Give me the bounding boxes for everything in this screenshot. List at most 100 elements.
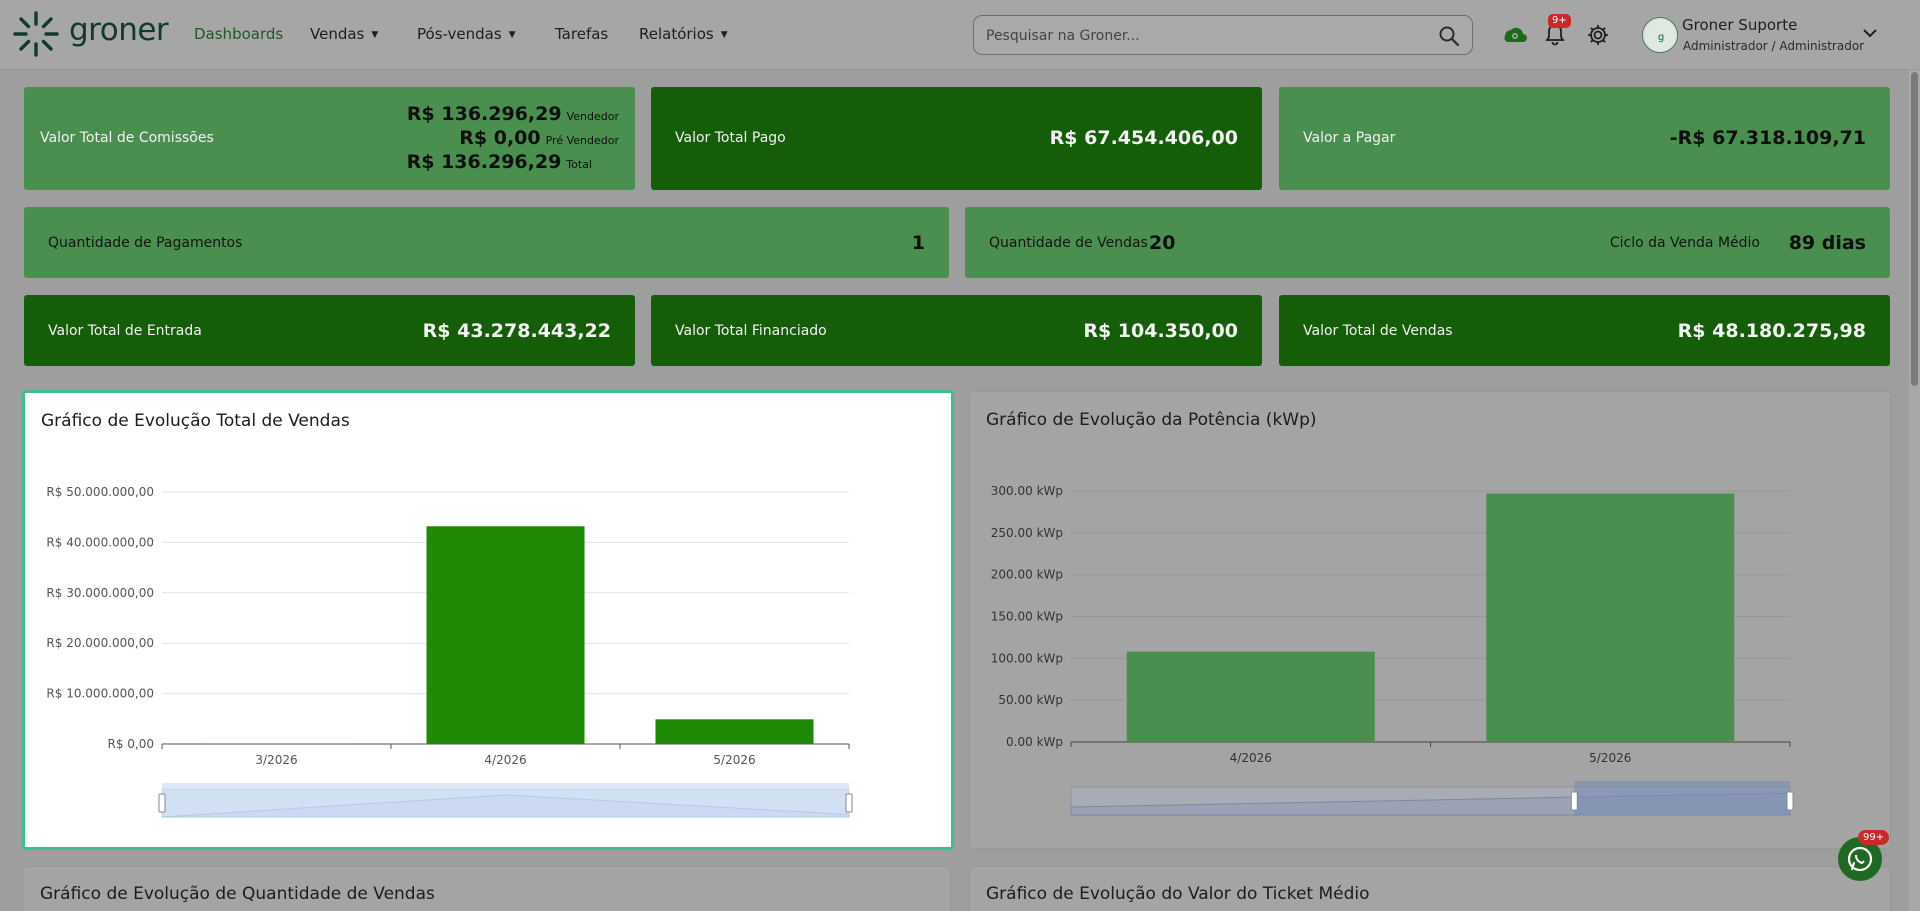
nav-vendas-label: Vendas bbox=[310, 25, 365, 43]
zoom-handle[interactable] bbox=[845, 793, 853, 813]
kpi-total-vendas-card: Valor Total de Vendas R$ 48.180.275,98 bbox=[1279, 295, 1890, 366]
kpi-a-pagar-value: -R$ 67.318.109,71 bbox=[1669, 127, 1866, 149]
notification-badge: 9+ bbox=[1548, 14, 1571, 28]
kpi-a-pagar-card: Valor a Pagar -R$ 67.318.109,71 bbox=[1279, 87, 1890, 190]
kpi-comissoes-card: Valor Total de Comissões R$ 136.296,29 Ve… bbox=[24, 87, 635, 190]
nav-pos-vendas-label: Pós-vendas bbox=[417, 25, 502, 43]
kpi-qtd-pagamentos-card: Quantidade de Pagamentos 1 bbox=[24, 207, 949, 278]
caret-down-icon: ▼ bbox=[720, 30, 728, 40]
caret-down-icon: ▼ bbox=[508, 30, 516, 40]
chevron-down-icon[interactable] bbox=[1862, 26, 1878, 40]
top-navbar: groner Dashboards Vendas ▼ Pós-vendas ▼ Ta… bbox=[0, 0, 1920, 70]
bar-chart-potencia[interactable]: 0.00 kWp 50.00 kWp 100.00 kWp 150.00 kWp 200… bbox=[970, 392, 1890, 848]
brand-name[interactable]: groner bbox=[69, 12, 169, 48]
eye-cloud-icon[interactable] bbox=[1501, 22, 1527, 48]
user-role: Administrador / Administrador bbox=[1683, 39, 1865, 53]
page-scrollbar[interactable] bbox=[1909, 70, 1920, 911]
scrollbar-thumb[interactable] bbox=[1911, 72, 1918, 386]
kpi-total-pago-label: Valor Total Pago bbox=[675, 130, 786, 146]
nav-tarefas[interactable]: Tarefas bbox=[555, 25, 608, 43]
comissao-total-sub: Total bbox=[566, 158, 592, 171]
x-tick-label: 4/2026 bbox=[1230, 751, 1272, 765]
zoom-selected-range[interactable] bbox=[162, 783, 849, 817]
groner-logo-icon[interactable] bbox=[12, 10, 60, 58]
y-tick-label: R$ 20.000.000,00 bbox=[46, 636, 154, 650]
kpi-entrada-card: Valor Total de Entrada R$ 43.278.443,22 bbox=[24, 295, 635, 366]
chart-card-qtd-vendas[interactable]: Gráfico de Evolução de Quantidade de Ven… bbox=[22, 866, 951, 911]
search-icon[interactable] bbox=[1438, 25, 1460, 47]
kpi-entrada-value: R$ 43.278.443,22 bbox=[422, 320, 611, 342]
zoom-handle[interactable] bbox=[1570, 791, 1578, 811]
kpi-entrada-label: Valor Total de Entrada bbox=[48, 323, 202, 339]
nav-vendas[interactable]: Vendas ▼ bbox=[310, 25, 378, 43]
chart-card-potencia[interactable]: Gráfico de Evolução da Potência (kWp) 0.… bbox=[969, 391, 1891, 849]
y-tick-label: 250.00 kWp bbox=[991, 526, 1063, 540]
kpi-financiado-label: Valor Total Financiado bbox=[675, 323, 827, 339]
kpi-qtd-vendas-value: 20 bbox=[1149, 232, 1176, 254]
y-tick-label: 200.00 kWp bbox=[991, 568, 1063, 582]
comissao-total-value: R$ 136.296,29 bbox=[406, 151, 562, 173]
chart-card-ticket-medio[interactable]: Gráfico de Evolução do Valor do Ticket M… bbox=[969, 866, 1891, 911]
zoom-selected-range[interactable] bbox=[1574, 781, 1790, 815]
y-tick-label: R$ 50.000.000,00 bbox=[46, 485, 154, 499]
kpi-qtd-vendas-label: Quantidade de Vendas bbox=[989, 235, 1148, 251]
bar[interactable] bbox=[426, 526, 585, 744]
kpi-financiado-card: Valor Total Financiado R$ 104.350,00 bbox=[651, 295, 1262, 366]
kpi-qtd-pagamentos-value: 1 bbox=[911, 232, 925, 254]
bar[interactable] bbox=[1126, 651, 1375, 742]
kpi-total-vendas-value: R$ 48.180.275,98 bbox=[1677, 320, 1866, 342]
comissao-pre-vendedor: R$ 0,00 Pré Vendedor bbox=[459, 127, 619, 149]
chart-title: Gráfico de Evolução do Valor do Ticket M… bbox=[986, 884, 1370, 904]
x-tick-label: 3/2026 bbox=[255, 753, 297, 767]
chart-card-total-vendas[interactable]: Gráfico de Evolução Total de Vendas R$ 0… bbox=[22, 390, 954, 850]
kpi-ciclo-venda-value: 89 dias bbox=[1788, 232, 1866, 254]
bar[interactable] bbox=[1486, 493, 1735, 742]
y-tick-label: R$ 0,00 bbox=[107, 737, 154, 751]
svg-text:g: g bbox=[1658, 32, 1664, 43]
gear-icon[interactable] bbox=[1585, 22, 1611, 48]
whatsapp-badge: 99+ bbox=[1858, 830, 1890, 845]
kpi-financiado-value: R$ 104.350,00 bbox=[1083, 320, 1238, 342]
whatsapp-icon bbox=[1847, 846, 1873, 872]
kpi-qtd-pagamentos-label: Quantidade de Pagamentos bbox=[48, 235, 243, 251]
avatar-logo-icon: g bbox=[1645, 20, 1677, 52]
nav-relatorios-label: Relatórios bbox=[639, 25, 714, 43]
comissao-pre-vendedor-value: R$ 0,00 bbox=[459, 127, 541, 149]
y-tick-label: 50.00 kWp bbox=[998, 693, 1063, 707]
kpi-total-pago-card: Valor Total Pago R$ 67.454.406,00 bbox=[651, 87, 1262, 190]
y-tick-label: 150.00 kWp bbox=[991, 610, 1063, 624]
zoom-handle[interactable] bbox=[1786, 791, 1794, 811]
chart-title: Gráfico de Evolução da Potência (kWp) bbox=[986, 410, 1317, 430]
kpi-total-vendas-label: Valor Total de Vendas bbox=[1303, 323, 1453, 339]
chart-title: Gráfico de Evolução de Quantidade de Ven… bbox=[40, 884, 435, 904]
bar[interactable] bbox=[655, 719, 814, 744]
x-tick-label: 5/2026 bbox=[713, 753, 755, 767]
search-input[interactable] bbox=[986, 25, 1426, 47]
x-tick-label: 5/2026 bbox=[1589, 751, 1631, 765]
comissao-pre-vendedor-sub: Pré Vendedor bbox=[545, 134, 619, 147]
y-tick-label: 300.00 kWp bbox=[991, 484, 1063, 498]
y-tick-label: 100.00 kWp bbox=[991, 651, 1063, 665]
comissao-vendedor-value: R$ 136.296,29 bbox=[406, 103, 562, 125]
comissao-vendedor-sub: Vendedor bbox=[566, 110, 619, 123]
search-box bbox=[973, 15, 1473, 55]
kpi-qtd-vendas-card: Quantidade de Vendas 20 Ciclo da Venda M… bbox=[965, 207, 1890, 278]
zoom-handle[interactable] bbox=[158, 793, 166, 813]
avatar[interactable]: g bbox=[1642, 17, 1678, 53]
comissao-total: R$ 136.296,29 Total bbox=[407, 151, 592, 173]
x-tick-label: 4/2026 bbox=[484, 753, 526, 767]
nav-dashboards-label: Dashboards bbox=[194, 25, 284, 43]
nav-relatorios[interactable]: Relatórios ▼ bbox=[639, 25, 728, 43]
chart-title: Gráfico de Evolução Total de Vendas bbox=[41, 411, 350, 431]
caret-down-icon: ▼ bbox=[371, 30, 379, 40]
kpi-comissoes-label: Valor Total de Comissões bbox=[40, 130, 214, 146]
nav-dashboards[interactable]: Dashboards bbox=[194, 25, 283, 43]
y-tick-label: R$ 30.000.000,00 bbox=[46, 586, 154, 600]
kpi-a-pagar-label: Valor a Pagar bbox=[1303, 130, 1396, 146]
kpi-ciclo-venda-label: Ciclo da Venda Médio bbox=[1609, 235, 1760, 251]
bar[interactable] bbox=[197, 743, 356, 744]
kpi-total-pago-value: R$ 67.454.406,00 bbox=[1049, 127, 1238, 149]
nav-pos-vendas[interactable]: Pós-vendas ▼ bbox=[417, 25, 516, 43]
comissao-vendedor: R$ 136.296,29 Vendedor bbox=[407, 103, 619, 125]
bar-chart-total-vendas[interactable]: R$ 0,00 R$ 10.000.000,00 R$ 20.000.000,00 R… bbox=[25, 393, 951, 847]
